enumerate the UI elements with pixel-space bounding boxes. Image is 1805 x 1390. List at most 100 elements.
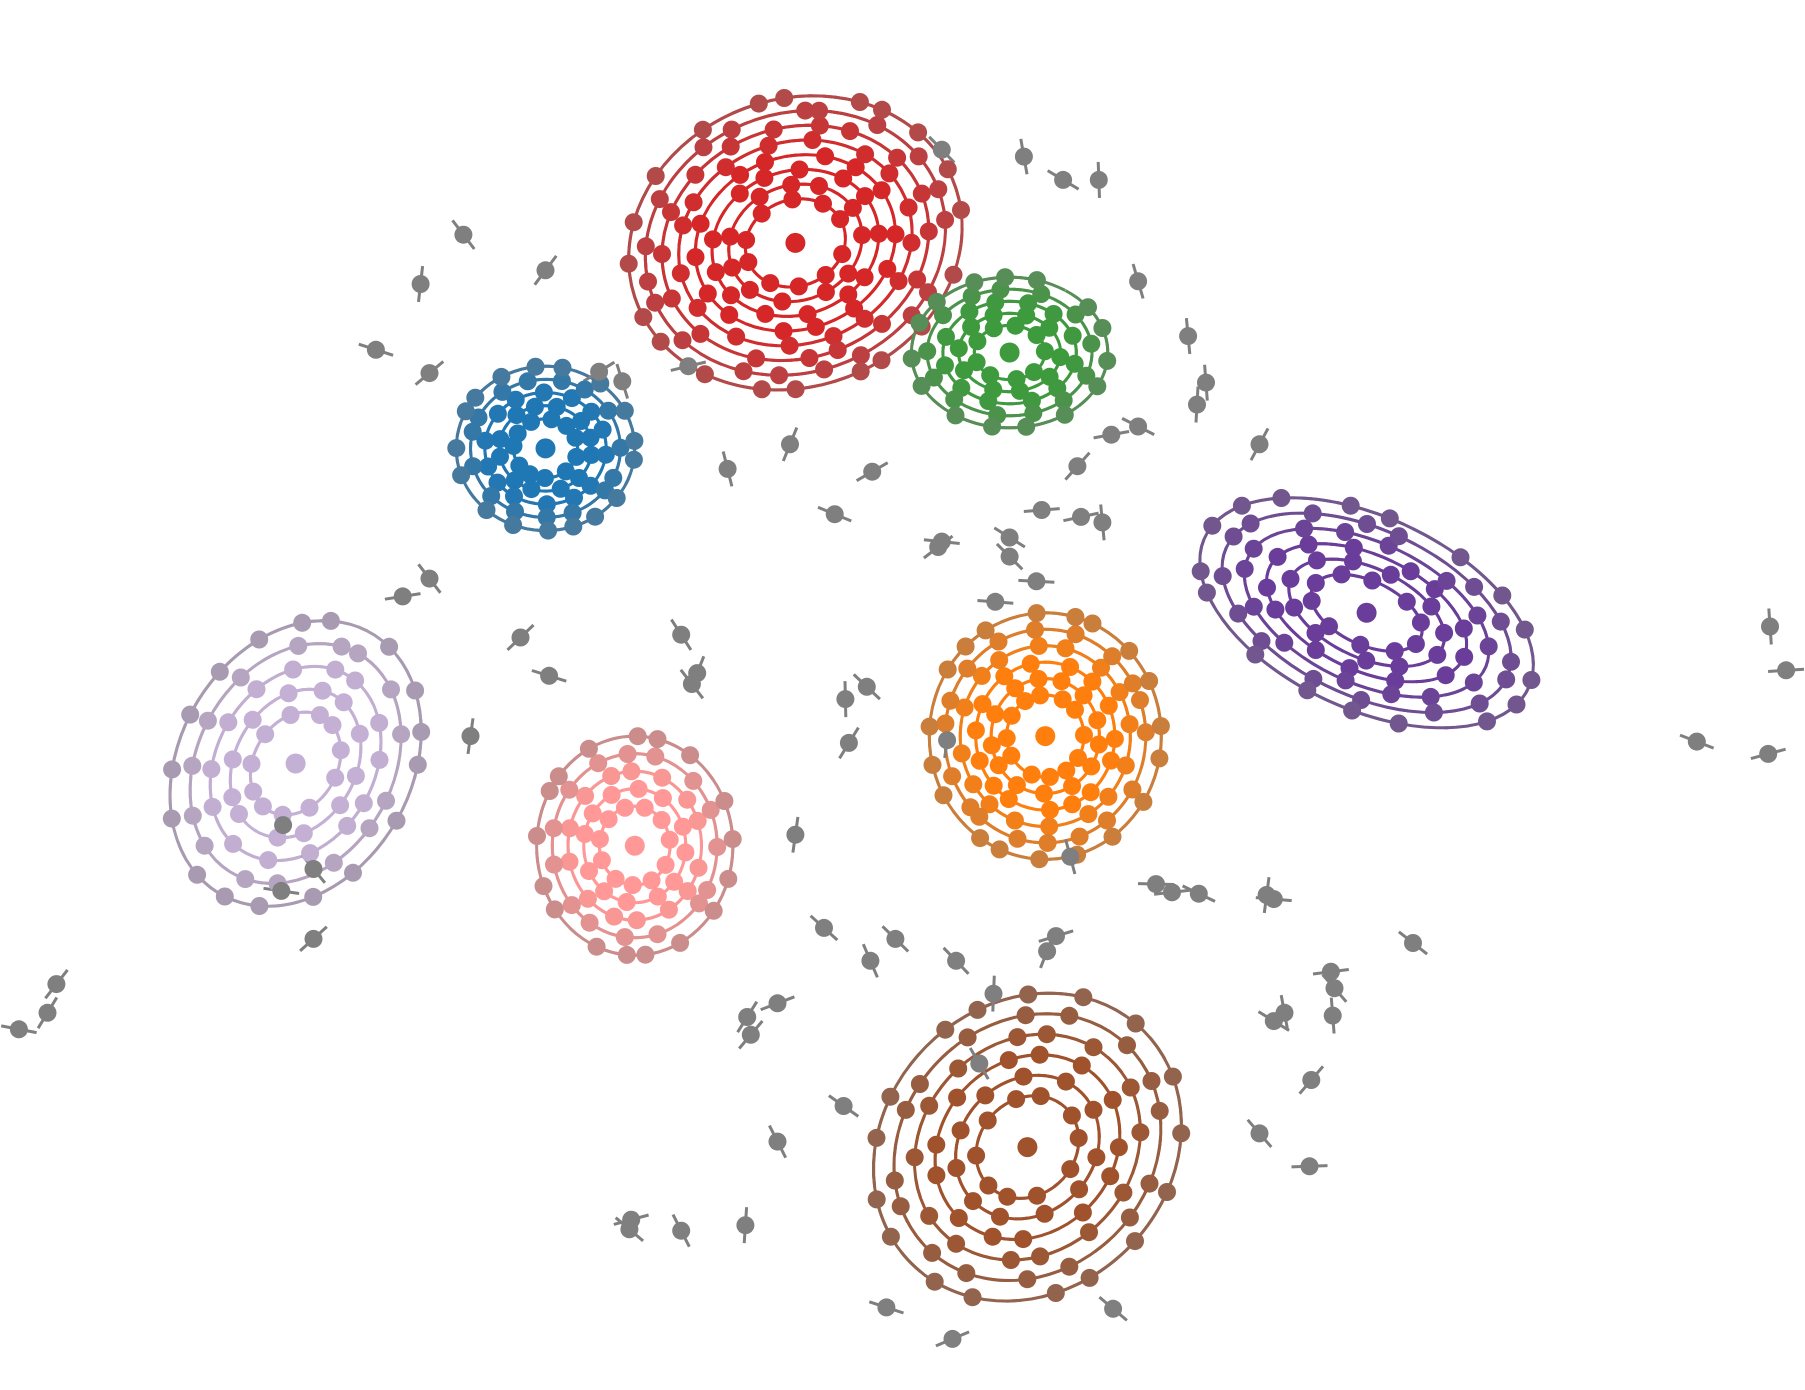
data-point [878, 259, 897, 278]
data-point [944, 265, 963, 284]
data-point [219, 713, 238, 732]
cluster-center-point [1035, 726, 1056, 747]
data-point [387, 811, 406, 830]
data-point [1074, 988, 1093, 1007]
data-point [1061, 1160, 1080, 1179]
data-point [188, 865, 207, 884]
data-point [508, 424, 527, 443]
data-point [1382, 685, 1401, 704]
cluster-center-point [785, 232, 806, 253]
data-point [752, 204, 771, 223]
data-point [1062, 1106, 1081, 1125]
data-point [881, 1087, 900, 1106]
data-point [965, 273, 984, 292]
data-point [1306, 641, 1325, 659]
data-point [1037, 1025, 1056, 1044]
data-point [704, 901, 723, 920]
outlier-point [1032, 501, 1051, 519]
data-point [1497, 670, 1516, 689]
outlier-point [786, 825, 805, 844]
data-point [646, 293, 665, 312]
outlier-point [1038, 942, 1057, 961]
data-point [605, 907, 624, 926]
data-point [990, 840, 1009, 859]
data-point [800, 349, 819, 367]
data-point [803, 131, 822, 149]
data-point [1436, 666, 1455, 685]
data-point [566, 428, 585, 447]
data-point [1098, 811, 1116, 830]
outlier-point [1188, 395, 1206, 414]
data-point [923, 755, 942, 774]
data-point [1084, 1038, 1103, 1057]
data-point [1401, 562, 1420, 581]
data-point [1295, 519, 1314, 538]
data-point [868, 116, 887, 134]
outlier-point [1250, 435, 1269, 454]
data-point [1110, 683, 1129, 702]
data-point [1035, 784, 1053, 803]
data-point [1069, 749, 1087, 767]
data-point [1224, 527, 1243, 546]
data-point [476, 431, 495, 450]
data-point [181, 705, 200, 724]
data-point [964, 1192, 982, 1211]
data-point [869, 224, 888, 243]
data-point [1010, 381, 1029, 400]
data-point [1082, 757, 1101, 776]
data-point [583, 804, 602, 823]
data-point [1027, 604, 1046, 623]
data-point [259, 851, 278, 870]
data-point [492, 367, 511, 386]
data-point [230, 805, 248, 823]
data-point [1358, 515, 1376, 533]
data-point [1016, 1006, 1035, 1025]
data-point [354, 794, 373, 813]
outlier-point [1072, 507, 1090, 526]
data-point [243, 710, 262, 729]
data-point [1203, 516, 1222, 535]
data-point [989, 756, 1008, 775]
data-point [927, 1135, 946, 1154]
data-point [528, 827, 546, 845]
outlier-point [1129, 272, 1148, 291]
outlier-point [984, 984, 1003, 1003]
data-point [966, 721, 985, 740]
data-point [479, 457, 498, 476]
data-point [526, 357, 545, 376]
data-point [1018, 1270, 1037, 1289]
outlier-point [886, 929, 905, 948]
data-point [1272, 489, 1291, 507]
cluster-center-point [624, 835, 645, 856]
data-point [250, 630, 269, 649]
data-point [1052, 672, 1071, 691]
data-point [856, 187, 874, 206]
data-point [1213, 567, 1232, 586]
data-point [653, 768, 672, 787]
data-point [504, 516, 523, 534]
data-point [326, 768, 345, 787]
data-point [1320, 617, 1338, 636]
data-point [1088, 711, 1107, 730]
data-point [978, 1111, 997, 1130]
outlier-point [47, 975, 66, 994]
data-point [1150, 1101, 1169, 1120]
data-point [1056, 639, 1075, 658]
data-point [1493, 586, 1512, 605]
outlier-point [970, 1054, 989, 1073]
data-point [377, 791, 395, 810]
data-point [786, 380, 805, 399]
outlier-point [857, 677, 876, 696]
data-point [673, 817, 692, 836]
data-point [1002, 706, 1021, 725]
data-point [223, 750, 242, 769]
outlier-point [834, 1097, 853, 1115]
data-point [1098, 351, 1117, 370]
data-point [991, 1207, 1009, 1226]
data-point [1197, 583, 1216, 602]
data-point [392, 725, 411, 744]
data-point [662, 203, 680, 222]
data-point [1140, 672, 1159, 690]
data-point [1131, 691, 1149, 710]
data-point [995, 667, 1014, 686]
